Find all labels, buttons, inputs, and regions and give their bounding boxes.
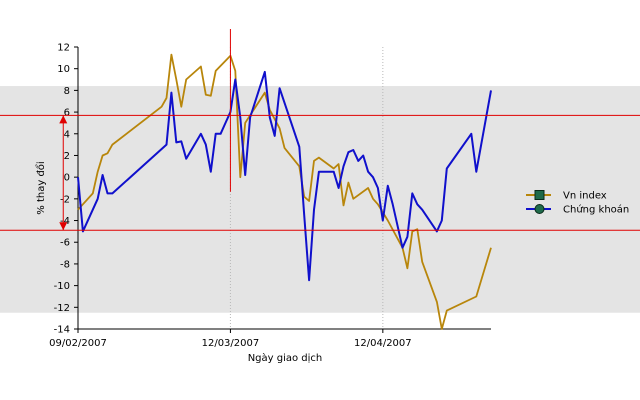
x-tick-label: 09/02/2007 <box>49 338 107 349</box>
y-tick-label: 4 <box>64 129 70 140</box>
arrowhead-up-icon <box>59 115 68 124</box>
y-tick-label: -6 <box>60 238 70 249</box>
y-tick-label: -2 <box>60 194 70 205</box>
series-line-chung-khoan <box>77 70 492 282</box>
series-line-vn-index <box>77 53 492 330</box>
y-tick-label: -4 <box>60 216 70 227</box>
y-tick-label: -10 <box>54 281 70 292</box>
y-axis-label: % thay đổi <box>34 161 47 214</box>
y-tick-label: 6 <box>64 108 70 119</box>
x-tick-label: 12/04/2007 <box>354 338 412 349</box>
y-tick-label: 8 <box>64 86 70 97</box>
arrowhead-down-icon <box>59 222 68 231</box>
y-tick-label: -8 <box>60 259 70 270</box>
legend-label-chung-khoan: Chứng khoán <box>563 204 629 216</box>
y-tick-label: -12 <box>54 303 70 314</box>
y-tick-label: 0 <box>64 173 70 184</box>
y-tick-label: 2 <box>64 151 70 162</box>
legend-label-vn-index: Vn index <box>563 191 607 202</box>
y-tick-label: -14 <box>54 325 70 336</box>
legend-square-marker-icon <box>534 190 545 200</box>
background-band <box>0 86 640 313</box>
y-tick-label: 12 <box>57 43 70 54</box>
y-tick-label: 10 <box>57 64 70 75</box>
x-axis-label: Ngày giao dịch <box>248 352 323 364</box>
legend-circle-marker-icon <box>534 204 545 214</box>
x-tick-label: 12/03/2007 <box>202 338 260 349</box>
